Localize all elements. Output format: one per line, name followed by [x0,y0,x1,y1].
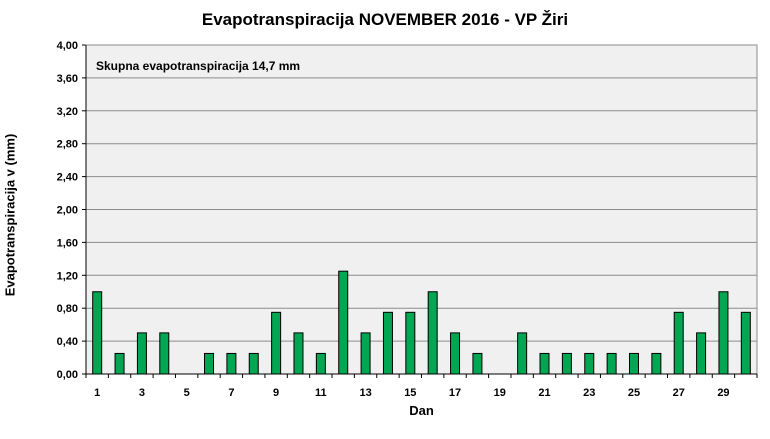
y-tick-labels: 0,00 0,40 0,80 1,20 1,60 2,00 2,40 2,80 3,20 3,60… [57,40,78,381]
total-annotation: Skupna evapotranspiracija 14,7 mm [96,59,300,73]
bar-day-24 [606,352,617,375]
y-tick-label: 1,60 [57,237,78,249]
x-tick-label: 29 [717,387,729,399]
bar-day-4 [159,332,170,375]
bar-day-11 [315,352,326,375]
bar-day-20 [517,332,528,375]
x-tick-label: 3 [139,387,145,399]
bar-day-9 [271,311,282,375]
chart-title: Evapotranspiracija NOVEMBER 2016 - VP Ži… [201,10,569,29]
y-tick-label: 0,80 [57,303,78,315]
bar-day-7 [226,352,237,375]
x-tick-label: 7 [228,387,234,399]
bar-day-10 [293,332,304,375]
bar-day-12 [338,270,349,375]
bar-day-21 [539,352,550,375]
bar-day-27 [673,311,684,375]
y-tick-label: 0,40 [57,336,78,348]
y-tick-label: 2,40 [57,172,78,184]
x-tick-label: 23 [583,387,595,399]
y-tick-label: 2,80 [57,139,78,151]
y-tick-label: 1,20 [57,270,78,282]
x-tick-label: 19 [494,387,506,399]
x-tick-label: 17 [449,387,461,399]
bar-day-6 [204,352,215,375]
bar-day-22 [561,352,572,375]
y-tick-label: 4,00 [57,40,78,52]
bar-day-28 [696,332,707,375]
x-tick-label: 15 [404,387,416,399]
bar-day-8 [248,352,259,375]
bar-day-18 [472,352,483,375]
bar-day-30 [740,311,751,375]
bar-day-1 [92,291,103,375]
x-tick-label: 27 [673,387,685,399]
bar-day-14 [382,311,393,375]
bar-day-2 [114,352,125,375]
axes [85,44,758,378]
x-axis-label: Dan [409,403,434,418]
bar-day-16 [427,291,438,375]
bar-day-13 [360,332,371,375]
x-tick-label: 13 [359,387,371,399]
bars [92,270,751,375]
y-tick-label: 3,60 [57,73,78,85]
x-tick-label: 21 [538,387,550,399]
bar-day-23 [584,352,595,375]
x-tick-label: 5 [184,387,190,399]
x-tick-label: 11 [315,387,327,399]
y-tick-label: 2,00 [57,205,78,217]
bar-day-3 [136,332,147,375]
x-tick-label: 1 [94,387,100,399]
bar-day-29 [718,291,729,375]
x-tick-label: 25 [628,387,640,399]
x-tick-label: 9 [273,387,279,399]
bar-day-17 [450,332,461,375]
y-tick-label: 0,00 [57,369,78,381]
bar-day-25 [628,352,639,375]
y-tick-label: 3,20 [57,106,78,118]
bar-day-26 [651,352,662,375]
x-tick-labels: 1 3 5 7 9 11 13 15 17 19 21 23 25 27 29 [94,387,729,399]
bar-day-15 [405,311,416,375]
